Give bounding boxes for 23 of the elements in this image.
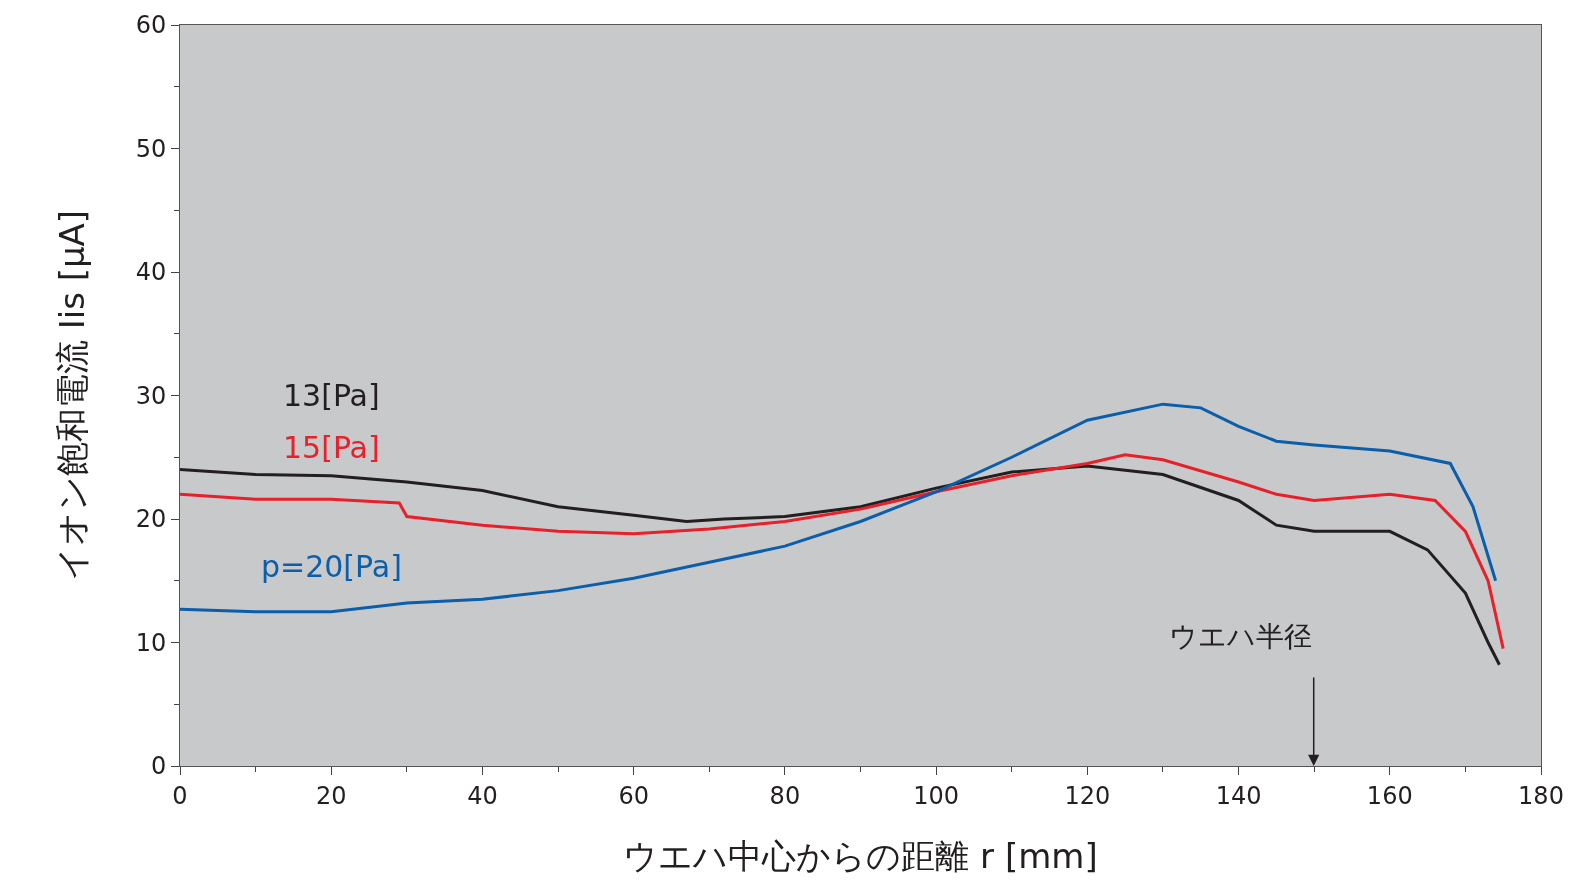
series-label: p=20[Pa]	[261, 549, 402, 584]
annotation: ウエハ半径	[1169, 620, 1312, 653]
x-tick-label: 100	[913, 781, 960, 810]
x-tick-label: 180	[1518, 781, 1564, 810]
y-tick-label: 60	[135, 11, 167, 40]
x-tick-label: 20	[315, 781, 347, 810]
x-tick-label: 160	[1366, 781, 1413, 810]
x-tick-label: 140	[1215, 781, 1262, 810]
y-axis-title: イオン飽和電流 Iis [μA]	[52, 209, 93, 582]
x-axis-title: ウエハ中心からの距離 r [mm]	[623, 836, 1098, 877]
series-label: 15[Pa]	[283, 430, 380, 465]
x-tick-label: 40	[467, 781, 498, 810]
x-tick-label: 0	[172, 781, 188, 810]
y-tick-label: 40	[135, 258, 167, 287]
y-tick-label: 30	[135, 381, 167, 410]
y-tick-label: 20	[135, 505, 167, 534]
text: 13[Pa]	[283, 378, 380, 413]
x-tick-label: 80	[769, 781, 801, 810]
y-tick-label: 10	[135, 628, 167, 657]
x-tick-label: 60	[618, 781, 649, 810]
y-tick-label: 0	[150, 752, 167, 781]
x-tick-label: 120	[1064, 781, 1111, 810]
y-tick-label: 50	[135, 134, 167, 163]
